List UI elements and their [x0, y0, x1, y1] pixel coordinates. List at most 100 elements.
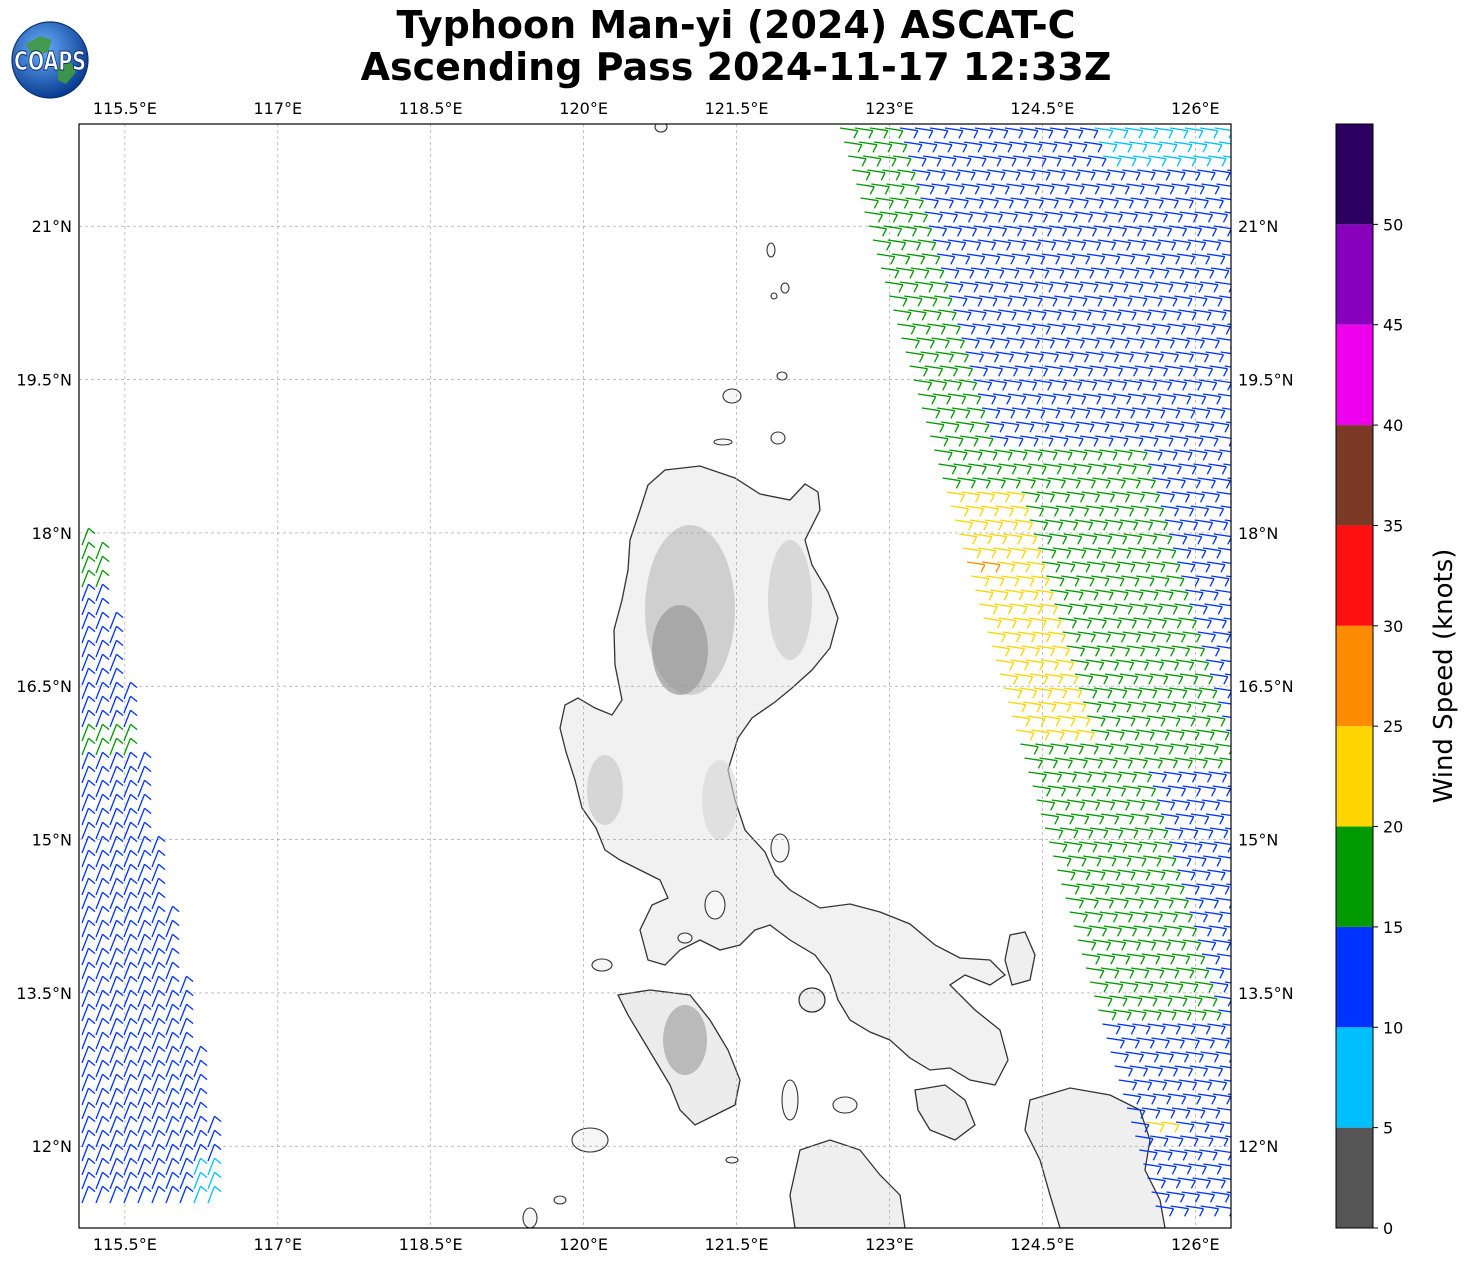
wind-barb [1003, 687, 1023, 699]
wind-barb [897, 323, 916, 335]
wind-barb [1099, 757, 1118, 769]
wind-barb [1205, 967, 1225, 979]
wind-barb [1211, 1037, 1230, 1049]
wind-barb [864, 211, 883, 223]
wind-barb [1219, 603, 1231, 607]
wind-barb [1120, 981, 1139, 993]
wind-barb [965, 505, 985, 517]
wind-barb [924, 211, 943, 223]
wind-barb [109, 639, 124, 658]
wind-barb [95, 723, 110, 742]
wind-barb [1220, 197, 1231, 201]
wind-barb [109, 1115, 124, 1134]
masbate-land [914, 1084, 976, 1141]
wind-barb [1124, 841, 1143, 853]
wind-barb [1208, 925, 1228, 937]
wind-barb [900, 281, 919, 293]
wind-barb [1087, 869, 1106, 881]
wind-barb [1167, 785, 1187, 797]
wind-barb [1076, 729, 1095, 741]
wind-barb [1149, 519, 1169, 531]
wind-barb [1014, 365, 1034, 377]
wind-barb [1137, 785, 1157, 797]
colorbar-tick-label: 10 [1383, 1018, 1403, 1037]
wind-barb [1029, 673, 1049, 685]
wind-barb [81, 583, 96, 602]
wind-barb [1183, 533, 1203, 545]
wind-barb [137, 1129, 152, 1148]
wind-barb [165, 1101, 180, 1120]
wind-barb [81, 527, 96, 546]
wind-barb [1092, 785, 1112, 797]
wind-barb [1094, 995, 1113, 1007]
wind-barb [1135, 1135, 1154, 1147]
wind-barb [1093, 225, 1113, 237]
wind-barb [975, 589, 994, 601]
wind-barb [179, 1087, 194, 1106]
wind-barb [953, 309, 972, 321]
wind-barb [1032, 323, 1051, 335]
wind-barb [1184, 841, 1203, 853]
wind-barb [1152, 1093, 1172, 1105]
wind-barb [1115, 967, 1135, 979]
wind-barb [1190, 505, 1210, 517]
wind-barb [151, 1157, 166, 1176]
wind-barb [988, 379, 1008, 391]
wind-barb [109, 1129, 124, 1148]
wind-barb [915, 281, 934, 293]
wind-barb [1164, 365, 1184, 377]
wind-barb [1110, 1051, 1129, 1063]
wind-barb [1191, 407, 1211, 419]
wind-barb [1200, 897, 1219, 909]
wind-barb [1152, 631, 1171, 643]
wind-barb [1044, 519, 1064, 531]
lat-tick-label-right: 16.5°N [1238, 677, 1294, 696]
wind-barb [1086, 407, 1106, 419]
marinduque-land [798, 987, 826, 1013]
wind-barb [165, 989, 180, 1008]
wind-barb [151, 1017, 166, 1036]
wind-barb [1207, 561, 1226, 573]
wind-barb [979, 603, 998, 615]
wind-barb [1116, 253, 1136, 265]
wind-barb [913, 225, 933, 237]
wind-barb [1098, 855, 1117, 867]
wind-barb [1081, 491, 1100, 503]
wind-barb [997, 561, 1016, 573]
wind-barb [1096, 491, 1115, 503]
wind-barb [1118, 925, 1138, 937]
wind-barb [109, 1157, 124, 1176]
wind-barb [1102, 1023, 1121, 1035]
wind-barb [81, 1185, 96, 1204]
wind-barb [1204, 141, 1223, 153]
wind-barb [1186, 1107, 1206, 1119]
wind-barb [1125, 1051, 1144, 1063]
wind-barb [1192, 869, 1211, 881]
wind-barb [1144, 911, 1163, 923]
wind-barb [1167, 169, 1186, 181]
wind-barb [123, 1017, 138, 1036]
wind-barb [1182, 477, 1201, 489]
wind-barb [934, 449, 953, 461]
wind-barb [1048, 687, 1068, 699]
wind-barb [109, 1017, 124, 1036]
wind-barb [95, 1115, 110, 1134]
wind-barb [1181, 1191, 1200, 1203]
wind-barb [1217, 547, 1231, 551]
wind-barb [1217, 239, 1231, 243]
wind-barb [95, 751, 110, 770]
wind-barb [1198, 687, 1218, 699]
wind-barb [1145, 813, 1165, 825]
wind-barb [912, 323, 931, 335]
wind-barb [1109, 841, 1128, 853]
wind-barb [1055, 197, 1074, 209]
wind-barb [1207, 1023, 1226, 1035]
wind-barb [179, 1073, 194, 1092]
wind-barb [975, 435, 994, 447]
wind-barb [1097, 547, 1117, 559]
wind-barb [950, 197, 969, 209]
wind-barb [1195, 267, 1215, 279]
camiguin-island [770, 431, 786, 445]
wind-barb [971, 575, 990, 587]
wind-barb [1040, 659, 1060, 671]
